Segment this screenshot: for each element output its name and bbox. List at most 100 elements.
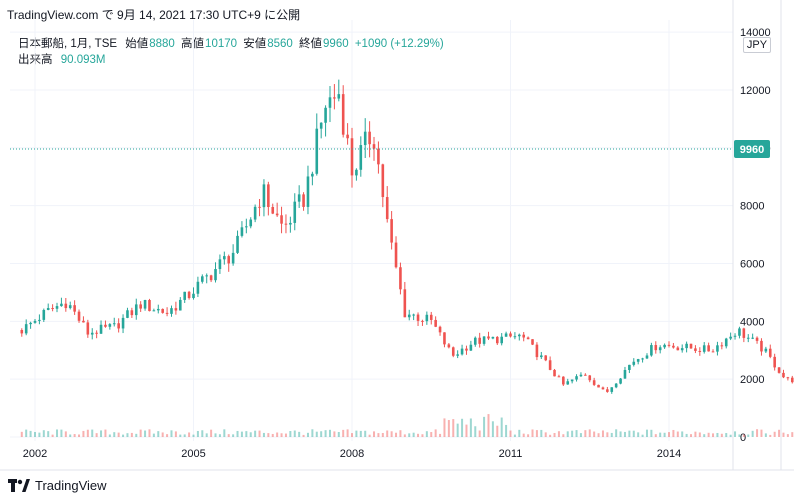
- volume-bar: [412, 432, 415, 437]
- candle-body: [531, 339, 534, 345]
- volume-bar: [276, 432, 279, 437]
- candle-body: [421, 320, 424, 322]
- x-tick-label: 2002: [23, 448, 47, 460]
- volume-bar: [434, 429, 437, 437]
- volume-bar: [584, 430, 587, 437]
- candle-body: [707, 345, 710, 352]
- volume-bar: [637, 432, 640, 437]
- y-tick-label: 6000: [740, 259, 764, 271]
- candle-body: [689, 343, 693, 349]
- candle-body: [478, 337, 481, 344]
- volume-bar: [201, 430, 204, 437]
- close-value: 9960: [323, 38, 349, 50]
- candle-body: [60, 303, 63, 307]
- candle-body: [407, 314, 411, 318]
- volume-bar: [152, 433, 155, 437]
- candle-body: [161, 308, 164, 313]
- y-tick-label: 4000: [740, 316, 764, 328]
- candle-body: [201, 276, 204, 282]
- volume-bar: [430, 432, 433, 437]
- volume-bar: [73, 434, 76, 437]
- candle-body: [672, 345, 675, 348]
- symbol-label[interactable]: 日本郵船, 1月, TSE: [18, 38, 118, 50]
- volume-bar: [461, 418, 464, 437]
- volume-bar: [606, 432, 609, 437]
- volume-bar: [597, 433, 600, 437]
- volume-bar: [324, 430, 327, 437]
- candle-body: [311, 173, 314, 177]
- change-value: +1090 (+12.29%): [354, 38, 444, 50]
- y-tick-label: 14000: [740, 27, 771, 39]
- candle-body: [764, 348, 768, 352]
- volume-bar: [311, 429, 314, 437]
- volume-bar: [778, 429, 781, 437]
- volume-bar: [654, 434, 657, 437]
- volume-bar: [491, 421, 494, 437]
- candle-body: [293, 201, 297, 223]
- currency-button[interactable]: JPY: [743, 37, 771, 53]
- candle-body: [733, 335, 737, 337]
- volume-bar: [78, 434, 81, 437]
- ohlc-row: 日本郵船, 1月, TSE 始値8880 高値10170 安値8560 終値99…: [18, 36, 447, 52]
- volume-bar: [262, 432, 265, 437]
- candle-body: [597, 384, 600, 388]
- volume-bar: [549, 434, 552, 437]
- volume-bar: [474, 426, 477, 437]
- volume-bar: [456, 423, 459, 437]
- candle-body: [178, 299, 182, 311]
- candle-body: [632, 361, 636, 365]
- volume-bar: [306, 432, 309, 437]
- volume-bar: [575, 430, 578, 437]
- volume-bar: [712, 433, 715, 437]
- volume-bar: [562, 434, 565, 437]
- candle-body: [284, 223, 288, 225]
- candle-body: [584, 374, 587, 376]
- volume-bar: [707, 432, 710, 437]
- volume-bar: [210, 429, 213, 437]
- candle-body: [390, 219, 393, 243]
- volume-bar: [522, 433, 525, 437]
- y-tick-label: 8000: [740, 201, 764, 213]
- volume-bar: [245, 431, 248, 437]
- candle-body: [55, 306, 59, 309]
- candle-body: [297, 194, 301, 202]
- volume-bar: [161, 432, 164, 437]
- open-value: 8880: [149, 38, 175, 50]
- y-tick-label: 12000: [740, 85, 771, 97]
- volume-bar: [566, 431, 569, 437]
- candle-body: [592, 380, 596, 385]
- volume-bar: [333, 431, 336, 437]
- candle-body: [381, 164, 385, 198]
- candle-body: [245, 226, 248, 228]
- volume-bar: [756, 429, 759, 437]
- candle-body: [363, 131, 367, 146]
- volume-bar: [483, 416, 486, 437]
- volume-bar: [540, 429, 543, 437]
- volume-bar: [615, 429, 618, 437]
- y-tick-label: 2000: [740, 374, 764, 386]
- candle-body: [249, 219, 253, 227]
- candle-body: [253, 206, 257, 220]
- volume-bar: [364, 430, 367, 437]
- candle-body: [267, 184, 270, 208]
- candle-body: [399, 267, 402, 290]
- candle-body: [139, 304, 142, 309]
- volume-bar: [293, 430, 296, 437]
- volume-bar: [368, 434, 371, 437]
- volume-bar: [443, 418, 446, 437]
- volume-bar: [174, 431, 177, 437]
- volume-bar: [267, 433, 270, 437]
- volume-bar: [421, 434, 424, 437]
- volume-bar: [579, 433, 582, 437]
- candle-body: [588, 375, 592, 381]
- candle-body: [667, 344, 671, 346]
- x-tick-label: 2008: [340, 448, 364, 460]
- candle-body: [636, 359, 640, 362]
- volume-bar: [668, 432, 670, 437]
- candle-body: [29, 322, 32, 325]
- candle-body: [663, 344, 666, 348]
- candle-body: [768, 348, 772, 357]
- candle-body: [456, 354, 459, 356]
- volume-bar: [698, 432, 701, 437]
